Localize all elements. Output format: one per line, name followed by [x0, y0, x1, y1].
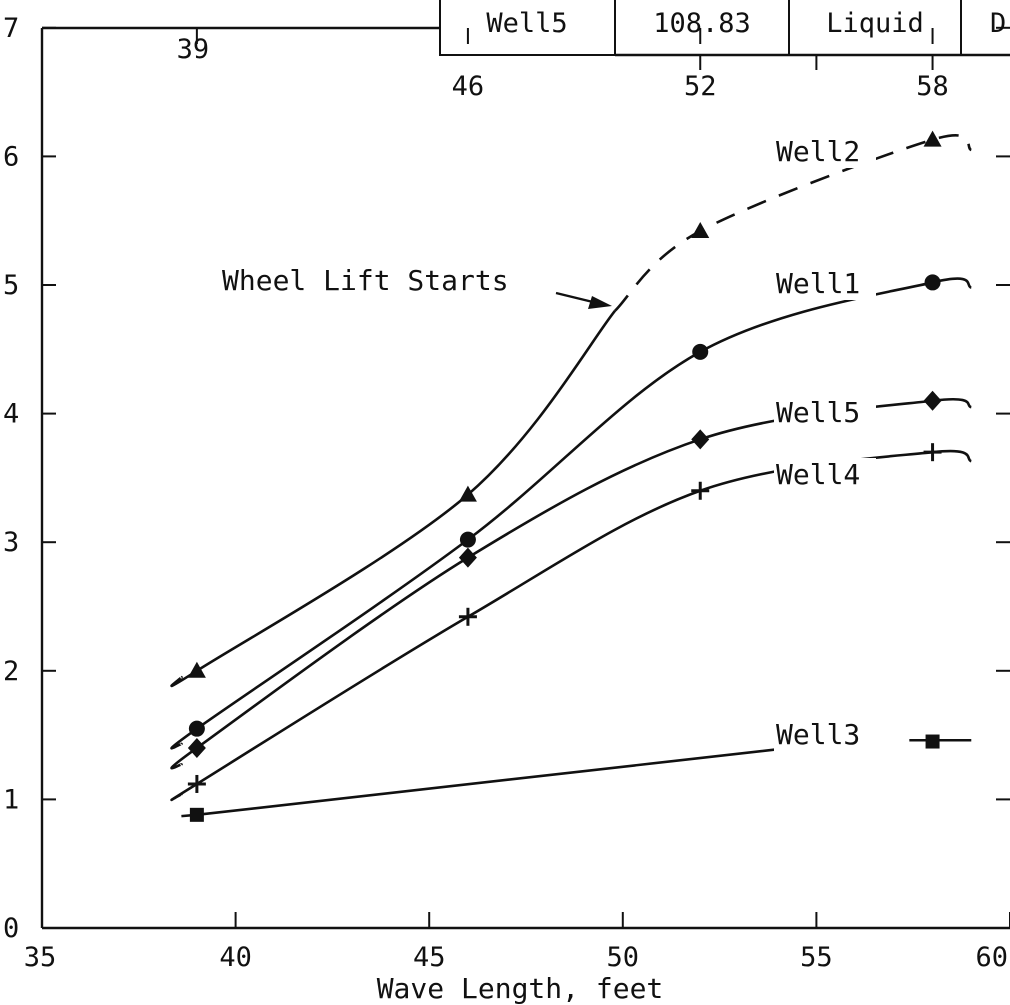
- y-tick-label: 7: [3, 13, 19, 44]
- table-cell-frame-3: [788, 0, 962, 56]
- marker-triangle: [187, 661, 206, 678]
- series-label-well3: Well3: [776, 718, 860, 751]
- series-label-well4: Well4: [776, 458, 860, 491]
- top-tick-label: 52: [684, 71, 717, 102]
- y-tick-label: 0: [3, 913, 19, 944]
- series-labels: Well2 Well1 Well5 Well4 Well3: [774, 134, 876, 752]
- y-tick-label: 2: [3, 656, 19, 687]
- annotation-arrow-head: [588, 296, 612, 309]
- table-cell-phase: Liquid: [826, 8, 924, 39]
- marker-triangle: [923, 130, 942, 147]
- y-tick-label: 3: [3, 527, 19, 558]
- marker-square: [189, 807, 204, 822]
- marker-square: [925, 734, 940, 749]
- label-bg: [774, 396, 876, 430]
- top-tick-label: 39: [177, 34, 210, 65]
- top-tick-labels: 39 46 52 58: [177, 34, 949, 102]
- y-tick-labels: 0 1 2 3 4 5 6 7: [3, 13, 19, 944]
- x-tick-labels: 35 40 45 50 55 60: [24, 942, 1008, 973]
- series-line-well2-dashed: [614, 134, 973, 312]
- x-axis-title: Wave Length, feet: [377, 972, 664, 1005]
- y-ticks: [42, 26, 1010, 929]
- data-table: Well5 108.83 Liquid D: [439, 0, 1010, 56]
- annotation-arrow-shaft: [555, 291, 598, 305]
- y-tick-label: 4: [3, 399, 19, 430]
- series-line-well5: [170, 397, 972, 770]
- table-cell-frame-2: [614, 0, 790, 56]
- table-cell-well: Well5: [486, 8, 567, 39]
- marker-circle: [924, 274, 941, 291]
- label-bg: [774, 266, 876, 300]
- y-tick-label: 5: [3, 270, 19, 301]
- series-label-well1: Well1: [776, 267, 860, 300]
- table-cell-value: 108.83: [653, 8, 751, 39]
- table-cell-extra: D: [990, 8, 1006, 39]
- marker-triangle: [691, 221, 710, 238]
- table-cell-frame-1: [439, 0, 616, 56]
- series-markers: [187, 130, 942, 822]
- x-tick-label: 55: [800, 942, 833, 973]
- x-ticks: [41, 28, 1010, 928]
- marker-circle: [459, 531, 476, 548]
- x-tick-label: 50: [607, 942, 640, 973]
- label-bg: [774, 718, 876, 752]
- marker-diamond: [923, 390, 942, 411]
- x-tick-label: 45: [413, 942, 446, 973]
- series-line-well2: [170, 309, 617, 688]
- x-tick-label: 35: [24, 942, 57, 973]
- top-tick-label: 46: [452, 71, 485, 102]
- top-tick-label: 58: [916, 71, 949, 102]
- marker-diamond: [458, 547, 477, 568]
- series-line-well4: [170, 449, 972, 802]
- axes-frame: [40, 26, 1010, 930]
- annotation-wheel-lift: Wheel Lift Starts: [222, 264, 612, 309]
- annotation-text: Wheel Lift Starts: [222, 264, 509, 297]
- label-bg: [774, 458, 876, 492]
- x-tick-label: 60: [975, 942, 1008, 973]
- label-bg: [774, 134, 876, 168]
- x-tick-label: 40: [219, 942, 252, 973]
- marker-triangle: [458, 485, 477, 502]
- series-label-well2: Well2: [776, 135, 860, 168]
- marker-diamond: [691, 429, 710, 450]
- marker-diamond: [187, 737, 206, 758]
- y-tick-label: 6: [3, 141, 19, 172]
- y-tick-label: 1: [3, 784, 19, 815]
- series-label-well5: Well5: [776, 396, 860, 429]
- marker-circle: [188, 720, 205, 737]
- marker-circle: [692, 343, 709, 360]
